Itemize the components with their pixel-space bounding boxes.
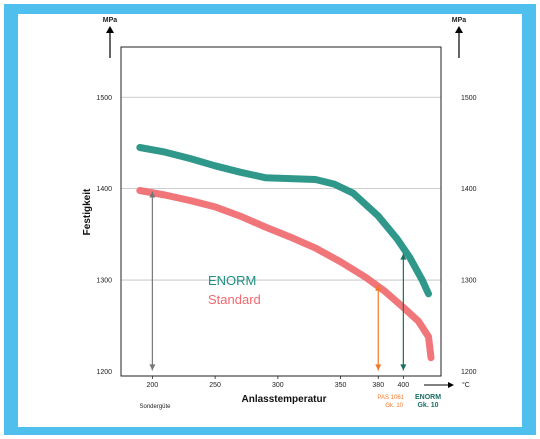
x-tick-label: 380 [372,382,384,389]
y-arrow-left [106,26,114,58]
x-tick-label: 350 [335,382,347,389]
chart-background [18,14,522,427]
x-axis-arrow [424,382,454,388]
x-ticks: 200 250 300 350 380 400 [147,376,410,389]
y-tick-label-left: 1500 [96,95,112,102]
x-tick-label: 300 [272,382,284,389]
y-ticks-left: 1200 1300 1400 1500 [96,95,112,376]
y-tick-label-left: 1400 [96,186,112,193]
y-tick-label-right: 1200 [461,369,477,376]
pas-label-line2: Gk. 10 [385,403,403,409]
y-tick-label-left: 1300 [96,278,112,285]
annotation-arrow-200 [149,191,156,371]
y-tick-label-right: 1300 [461,278,477,285]
y-unit-left: MPa [103,17,118,24]
plot-border [120,46,442,377]
annotation-arrow-380 [375,284,382,371]
legend-enorm: ENORM [208,273,256,288]
x-unit: °C [462,381,470,389]
x-tick-label: 200 [147,382,159,389]
legend-standard: Standard [208,292,261,307]
x-tick-label: 250 [209,382,221,389]
annotation-arrows [149,191,407,371]
series-group [136,144,435,362]
series-line-enorm [136,144,432,298]
x-axis-label: Anlasstemperatur [241,394,326,405]
y-tick-label-right: 1400 [461,186,477,193]
x-tick-label: 400 [398,382,410,389]
y-tick-label-right: 1500 [461,95,477,102]
grid [121,96,441,281]
pas-label-line1: PAS 1061 [377,395,404,401]
y-axis-label: Festigkeit [82,188,93,235]
enorm-label-line2: Gk. 10 [417,402,438,409]
series-line-standard [136,187,435,362]
annotation-arrow-400 [400,253,407,371]
y-unit-right: MPa [452,17,467,24]
y-tick-label-left: 1200 [96,369,112,376]
sonderguete-label: Sondergüte [139,404,171,410]
y-ticks-right: 1200 1300 1400 1500 [461,95,477,376]
y-arrow-right [455,26,463,58]
enorm-label-line1: ENORM [415,394,441,401]
